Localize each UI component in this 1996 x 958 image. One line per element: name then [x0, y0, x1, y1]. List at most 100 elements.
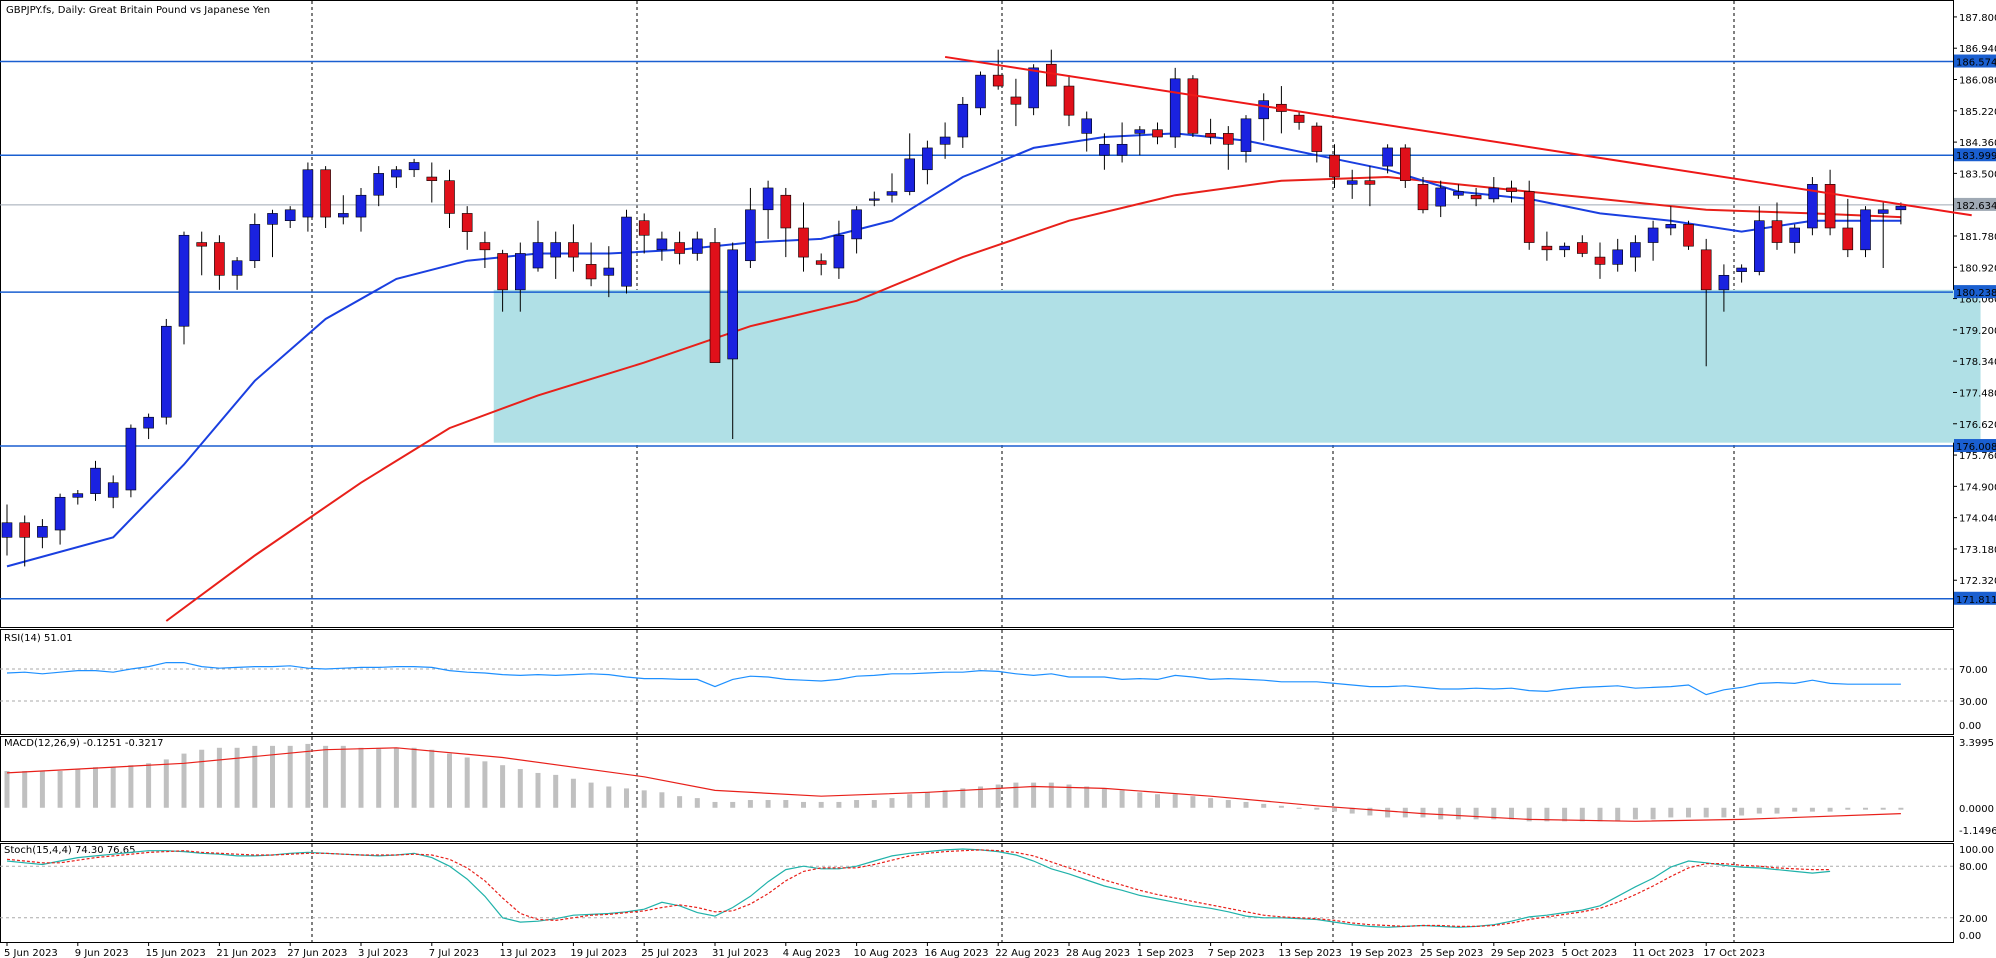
stoch-tick-label: 100.00 — [1959, 845, 1994, 856]
candle-body — [1453, 191, 1464, 196]
macd-histogram-bar — [1615, 807, 1621, 822]
macd-histogram-bar — [1579, 807, 1585, 822]
x-tick-label: 15 Jun 2023 — [146, 948, 206, 958]
macd-histogram-bar — [1438, 807, 1444, 820]
candle-body — [1010, 96, 1022, 105]
macd-histogram-bar — [163, 759, 169, 808]
level-label-box — [1954, 591, 1996, 605]
macd-histogram-bar — [712, 801, 718, 808]
candle-body — [868, 198, 880, 201]
macd-histogram-bar — [411, 747, 417, 808]
candle-body — [975, 74, 986, 109]
macd-histogram-bar — [1721, 807, 1727, 818]
macd-title: MACD(12,26,9) -0.1251 -0.3217 — [4, 738, 164, 749]
macd-histogram-bar — [818, 801, 824, 808]
macd-tick-label: -1.1496 — [1959, 826, 1996, 837]
macd-histogram-bar — [270, 745, 275, 808]
macd-histogram-bar — [1792, 807, 1798, 812]
candle-body — [585, 264, 597, 280]
macd-histogram-bar — [1597, 807, 1603, 822]
macd-histogram-bar — [677, 796, 683, 808]
macd-histogram-bar — [553, 774, 559, 808]
candle-body — [1028, 67, 1039, 109]
macd-histogram-bar — [93, 767, 98, 808]
y-tick-label: 180.920 — [1959, 263, 1996, 274]
y-tick-label: 183.500 — [1959, 169, 1996, 180]
x-tick-label: 7 Jul 2023 — [429, 948, 479, 958]
candle-body — [1612, 249, 1623, 265]
y-tick-label: 172.320 — [1959, 576, 1996, 587]
candle-body — [72, 493, 84, 498]
macd-histogram-bar — [1349, 807, 1355, 814]
x-tick-label: 4 Aug 2023 — [783, 948, 841, 958]
macd-histogram-bar — [1562, 807, 1568, 822]
candle-body — [320, 169, 331, 218]
level-label: 176.008 — [1956, 442, 1996, 453]
rsi-line — [6, 662, 1901, 696]
candle-body — [957, 103, 969, 138]
macd-histogram-bar — [871, 800, 877, 808]
candle-body — [1895, 205, 1907, 211]
macd-histogram-bar — [393, 747, 399, 808]
x-tick-label: 25 Sep 2023 — [1420, 948, 1483, 958]
candle-body — [762, 187, 774, 211]
candle-body — [939, 136, 951, 145]
stoch-tick-label: 0.00 — [1959, 931, 1981, 942]
rsi-tick-label: 0.00 — [1959, 721, 1981, 732]
candle-body — [1346, 180, 1358, 185]
macd-histogram-bar — [924, 792, 930, 808]
macd-histogram-bar — [75, 769, 81, 808]
candle-body — [568, 242, 579, 258]
candle-body — [1329, 154, 1340, 178]
macd-histogram-bar — [181, 753, 187, 808]
candle-body — [745, 209, 756, 262]
macd-histogram-bar — [570, 778, 576, 808]
rsi-tick-label: 70.00 — [1959, 665, 1988, 676]
candle-body — [355, 194, 367, 218]
candle-body — [1169, 78, 1181, 138]
macd-histogram-bar — [358, 747, 364, 808]
x-tick-label: 25 Jul 2023 — [641, 948, 698, 958]
macd-histogram-bar — [1703, 807, 1709, 818]
candle-body — [621, 216, 632, 287]
candle-body — [497, 253, 508, 291]
macd-histogram-bar — [1880, 807, 1886, 810]
candle-body — [1665, 224, 1677, 229]
macd-histogram-bar — [588, 782, 594, 808]
candle-body — [1718, 274, 1730, 291]
macd-histogram-bar — [1774, 807, 1780, 814]
panel-border-3 — [0, 843, 1954, 943]
macd-histogram-bar — [429, 749, 435, 808]
candle-body — [373, 173, 385, 196]
candle-body — [1488, 187, 1500, 200]
macd-histogram-bar — [1137, 792, 1143, 808]
macd-histogram-bar — [1119, 790, 1125, 808]
macd-histogram-bar — [1827, 807, 1833, 812]
y-tick-label: 174.900 — [1959, 482, 1996, 493]
candle-body — [1754, 220, 1765, 272]
level-label: 180.238 — [1956, 288, 1996, 299]
y-tick-label: 187.800 — [1959, 13, 1996, 24]
y-tick-label: 174.040 — [1959, 514, 1996, 525]
macd-histogram-bar — [801, 801, 806, 808]
fast-moving-average — [6, 132, 1901, 568]
x-tick-label: 9 Jun 2023 — [75, 948, 129, 958]
macd-histogram-bar — [1278, 805, 1284, 808]
candle-body — [337, 213, 349, 218]
macd-histogram-bar — [1314, 807, 1320, 810]
rsi-title: RSI(14) 51.01 — [4, 633, 73, 644]
macd-histogram-bar — [1243, 801, 1249, 808]
stoch-tick-label: 20.00 — [1959, 914, 1988, 925]
macd-histogram-bar — [854, 800, 860, 808]
candle-body — [1417, 184, 1429, 211]
level-label: 186.574 — [1956, 58, 1996, 69]
y-tick-label: 179.200 — [1959, 326, 1996, 337]
current-price-label-box — [1954, 197, 1996, 211]
candle-body — [603, 267, 615, 276]
macd-histogram-bar — [1898, 807, 1904, 810]
candle-body — [674, 242, 685, 254]
macd-histogram-bar — [39, 771, 45, 808]
macd-histogram-bar — [287, 745, 293, 808]
macd-histogram-bar — [252, 745, 258, 808]
candle-body — [1647, 227, 1659, 243]
